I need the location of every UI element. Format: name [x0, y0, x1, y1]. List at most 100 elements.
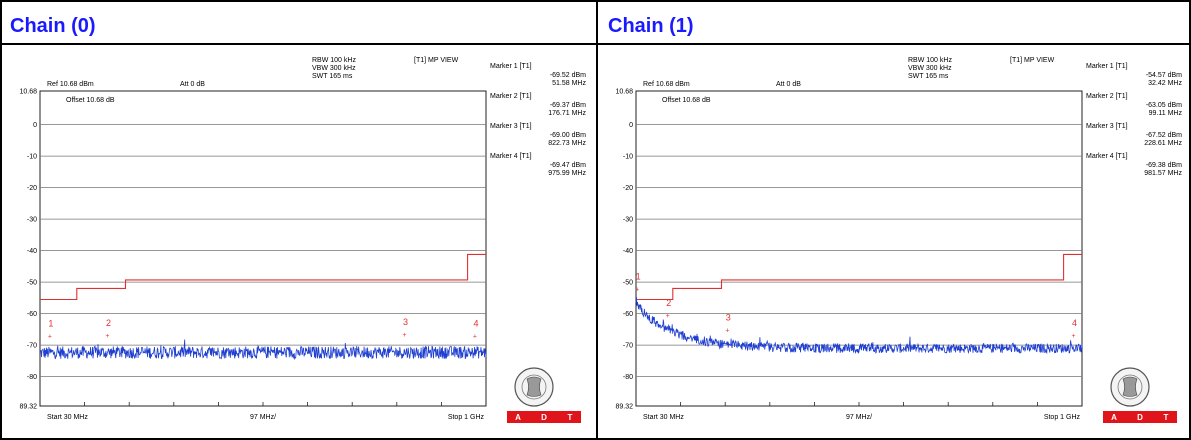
marker-readout-frequency: 981.57 MHz	[1144, 170, 1182, 177]
marker-symbol: +	[635, 287, 639, 294]
spectrum-chart-chain-1: RBW 100 kHz VBW 300 kHz SWT 165 ms [T1] MP …	[598, 45, 1191, 438]
marker-readout-frequency: 99.11 MHz	[1149, 110, 1183, 117]
y-tick-label: -50	[623, 280, 633, 287]
offset-label: Offset 10.68 dB	[662, 97, 711, 104]
marker-readout-value: -63.05 dBm	[1146, 102, 1182, 109]
y-tick-label: -60	[623, 311, 633, 318]
header-rbw: RBW 100 kHz	[312, 57, 356, 64]
header-rbw: RBW 100 kHz	[908, 57, 952, 64]
certification-seal-inner-ring	[521, 374, 547, 400]
marker-number: 1	[48, 319, 53, 329]
adt-logo-letter: D	[541, 413, 547, 422]
x-stop-label: Stop 1 GHz	[448, 414, 485, 421]
marker-readout-value: -69.47 dBm	[550, 162, 586, 169]
title-separator	[0, 43, 1191, 45]
y-tick-label: -50	[27, 280, 37, 287]
marker-symbol: +	[105, 333, 109, 340]
header-trace-mode: [T1] MP VIEW	[1010, 57, 1055, 64]
marker-number: 4	[1072, 318, 1077, 328]
limit-line	[40, 253, 486, 301]
marker-readout-value: -69.38 dBm	[1146, 162, 1182, 169]
marker-symbol: +	[48, 334, 52, 341]
y-tick-label: -10	[27, 154, 37, 161]
marker-readout-frequency: 228.61 MHz	[1144, 140, 1182, 147]
marker-readout-frequency: 176.71 MHz	[548, 110, 586, 117]
marker-number: 2	[106, 318, 111, 328]
marker-symbol: +	[725, 327, 729, 334]
y-tick-label: -80	[623, 374, 633, 381]
certification-seal-emblem	[1122, 376, 1138, 397]
adt-logo-letter: D	[1137, 413, 1143, 422]
marker-readout-label: Marker 2 [T1]	[490, 93, 532, 100]
marker-readout-label: Marker 4 [T1]	[1086, 153, 1128, 160]
y-tick-label: -70	[27, 343, 37, 350]
y-tick-label: 10.68	[615, 89, 633, 96]
header-vbw: VBW 300 kHz	[312, 65, 356, 72]
y-tick-label: -30	[623, 217, 633, 224]
y-tick-label: -20	[623, 185, 633, 192]
marker-readout-value: -69.52 dBm	[550, 72, 586, 79]
marker-readout-label: Marker 2 [T1]	[1086, 93, 1128, 100]
x-start-label: Start 30 MHz	[643, 414, 684, 421]
marker-readout-value: -54.57 dBm	[1146, 72, 1182, 79]
y-tick-label: -60	[27, 311, 37, 318]
marker-number: 1	[636, 272, 641, 282]
plot-area	[635, 90, 1083, 407]
marker-readout-label: Marker 4 [T1]	[490, 153, 532, 160]
marker-readout-label: Marker 3 [T1]	[1086, 123, 1128, 130]
x-stop-label: Stop 1 GHz	[1044, 414, 1081, 421]
marker-symbol: +	[666, 313, 670, 320]
header-attenuation: Att 0 dB	[776, 81, 801, 88]
marker-readout-frequency: 32.42 MHz	[1148, 80, 1182, 87]
header-swt: SWT 165 ms	[312, 73, 353, 80]
limit-line	[636, 253, 1082, 301]
panel-title-chain-0: Chain (0)	[10, 15, 96, 37]
spectrum-trace	[39, 339, 487, 361]
y-tick-label: 89.32	[19, 404, 37, 411]
y-tick-label: -30	[27, 217, 37, 224]
marker-readout-frequency: 822.73 MHz	[548, 140, 586, 147]
plot-area	[39, 90, 487, 407]
y-tick-label: 10.68	[19, 89, 37, 96]
marker-readout-frequency: 975.99 MHz	[548, 170, 586, 177]
x-start-label: Start 30 MHz	[47, 414, 88, 421]
header-ref-level: Ref 10.68 dBm	[47, 81, 94, 88]
y-tick-label: -40	[27, 248, 37, 255]
panel-divider	[596, 0, 598, 440]
marker-number: 4	[473, 318, 478, 328]
adt-logo-bar	[507, 411, 581, 423]
marker-symbol: +	[1071, 333, 1075, 340]
adt-logo-letter: T	[568, 413, 573, 422]
spectrum-trace	[635, 297, 1083, 355]
marker-readout-value: -69.37 dBm	[550, 102, 586, 109]
x-division-label: 97 MHz/	[846, 414, 872, 421]
header-swt: SWT 165 ms	[908, 73, 949, 80]
marker-readout-label: Marker 1 [T1]	[1086, 63, 1128, 70]
marker-number: 3	[403, 317, 408, 327]
marker-symbol: +	[473, 333, 477, 340]
y-tick-label: 0	[33, 122, 37, 129]
panel-title-chain-1: Chain (1)	[608, 15, 694, 37]
x-division-label: 97 MHz/	[250, 414, 276, 421]
header-trace-mode: [T1] MP VIEW	[414, 57, 459, 64]
y-tick-label: 0	[629, 122, 633, 129]
offset-label: Offset 10.68 dB	[66, 97, 115, 104]
y-tick-label: 89.32	[615, 404, 633, 411]
marker-number: 3	[726, 312, 731, 322]
marker-readout-frequency: 51.58 MHz	[552, 80, 586, 87]
y-tick-label: -80	[27, 374, 37, 381]
certification-seal-emblem	[526, 376, 542, 397]
marker-readout-label: Marker 1 [T1]	[490, 63, 532, 70]
y-tick-label: -40	[623, 248, 633, 255]
y-tick-label: -20	[27, 185, 37, 192]
header-ref-level: Ref 10.68 dBm	[643, 81, 690, 88]
header-vbw: VBW 300 kHz	[908, 65, 952, 72]
marker-readout-value: -67.52 dBm	[1146, 132, 1182, 139]
marker-number: 2	[666, 298, 671, 308]
y-tick-label: -10	[623, 154, 633, 161]
marker-readout-label: Marker 3 [T1]	[490, 123, 532, 130]
adt-logo-letter: T	[1164, 413, 1169, 422]
y-tick-label: -70	[623, 343, 633, 350]
